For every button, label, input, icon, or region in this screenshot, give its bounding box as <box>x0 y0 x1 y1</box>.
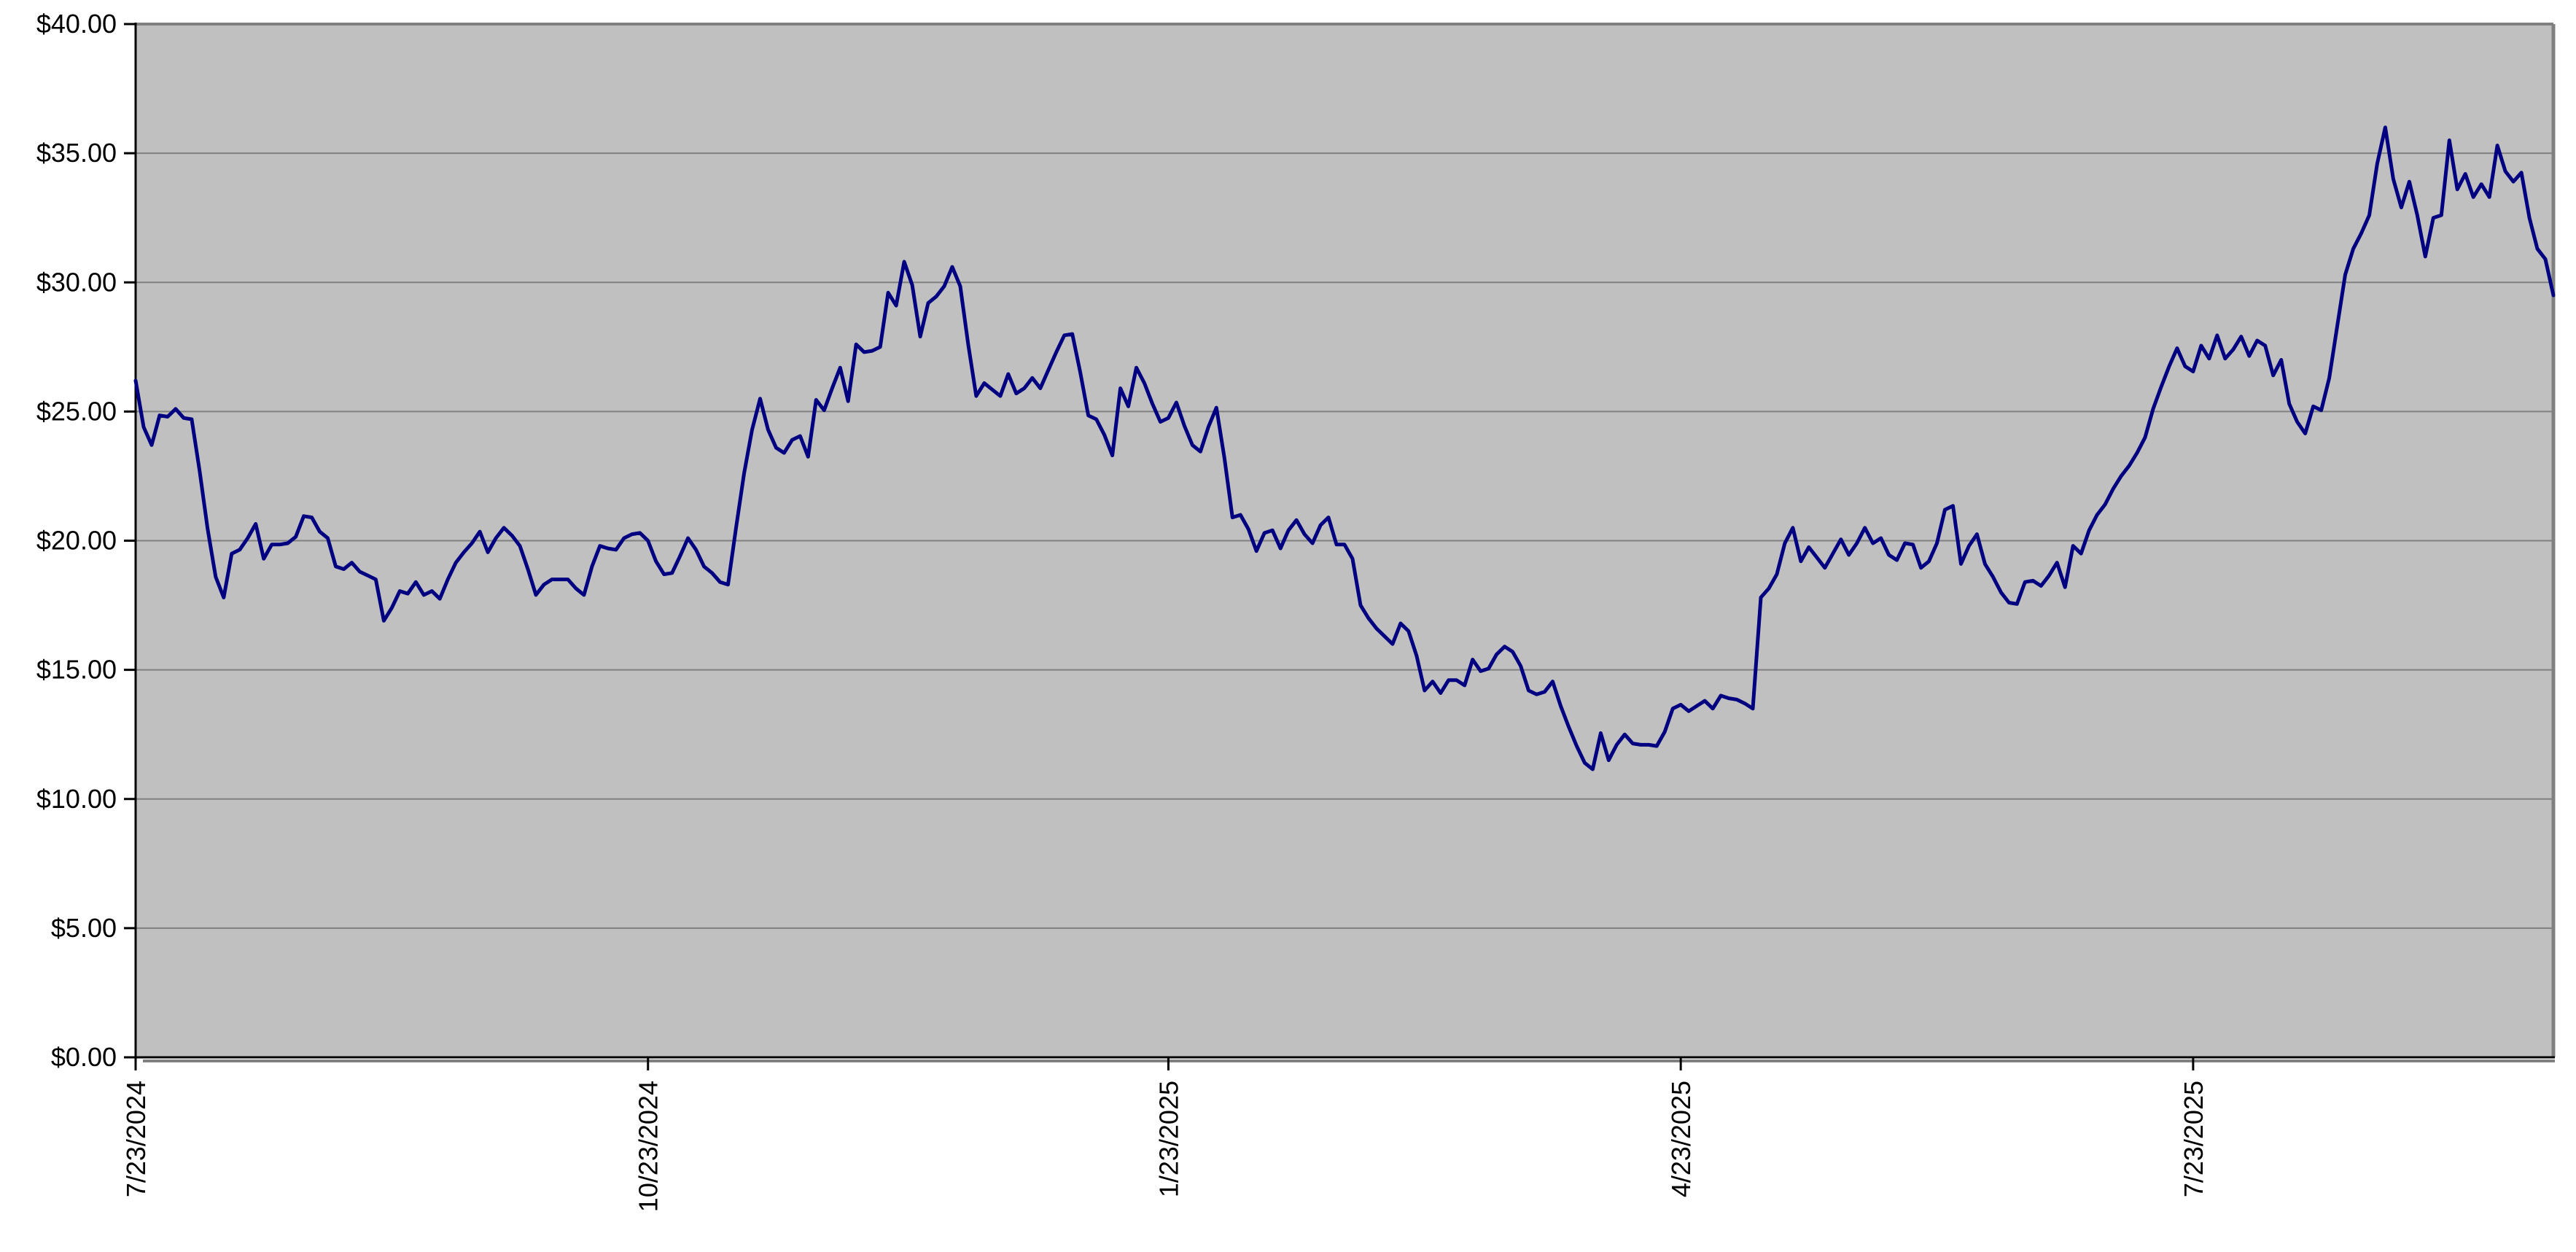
x-axis-label: 1/23/2025 <box>1153 1081 1183 1197</box>
y-axis-label: $35.00 <box>36 138 117 168</box>
x-axis-label: 4/23/2025 <box>1666 1081 1696 1197</box>
x-axis-label: 7/23/2024 <box>121 1081 151 1197</box>
y-axis-label: $0.00 <box>51 1042 117 1072</box>
y-axis-label: $15.00 <box>36 655 117 685</box>
y-axis-label: $20.00 <box>36 526 117 556</box>
y-axis-label: $5.00 <box>51 913 117 943</box>
y-axis-label: $40.00 <box>36 9 117 39</box>
y-axis-label: $25.00 <box>36 396 117 426</box>
y-axis-label: $30.00 <box>36 267 117 297</box>
y-axis-label: $10.00 <box>36 784 117 814</box>
x-axis-label: 7/23/2025 <box>2179 1081 2209 1197</box>
x-axis-label: 10/23/2024 <box>634 1081 664 1212</box>
price-line <box>133 125 2556 771</box>
